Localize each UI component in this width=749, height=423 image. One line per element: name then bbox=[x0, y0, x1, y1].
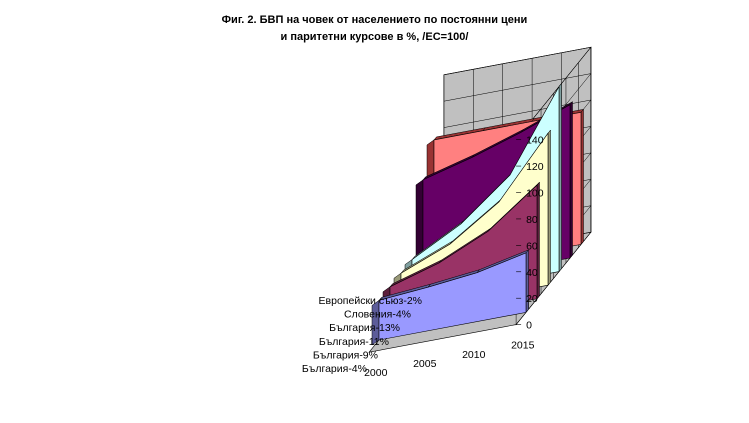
y-tick-label: 40 bbox=[526, 267, 538, 279]
series-6 bbox=[371, 249, 529, 346]
y-tick-label: 100 bbox=[526, 187, 544, 199]
x-tick-label: 2005 bbox=[413, 358, 437, 370]
x-tick-label: 2000 bbox=[364, 367, 388, 379]
series-end-cap bbox=[569, 101, 573, 259]
series-label: България-13% bbox=[329, 322, 400, 334]
series-label: България-4% bbox=[302, 363, 367, 375]
y-tick-label: 80 bbox=[526, 214, 538, 226]
series-label: Словения-4% bbox=[344, 309, 411, 321]
series-label: България-11% bbox=[319, 336, 389, 348]
y-tick-label: 60 bbox=[526, 240, 538, 252]
series-end-cap bbox=[558, 82, 562, 273]
y-tick-label: 140 bbox=[526, 135, 544, 147]
series-label: България-9% bbox=[313, 349, 378, 361]
series-end-cap bbox=[580, 108, 584, 246]
y-tick-label: 20 bbox=[526, 293, 538, 305]
chart-title-line-1: Фиг. 2. БВП на човек от населението по п… bbox=[221, 14, 528, 26]
series-front-face bbox=[378, 252, 527, 341]
x-tick-label: 2010 bbox=[462, 349, 486, 361]
y-tick-label: 120 bbox=[526, 161, 544, 173]
chart-title-line-2: и паритетни курсове в %, /ЕС=100/ bbox=[280, 31, 469, 43]
series-label: Европейски съюз-2% bbox=[319, 295, 422, 307]
series-end-cap bbox=[547, 129, 551, 286]
y-tick-label: 0 bbox=[526, 320, 532, 332]
x-tick-label: 2015 bbox=[511, 340, 535, 352]
